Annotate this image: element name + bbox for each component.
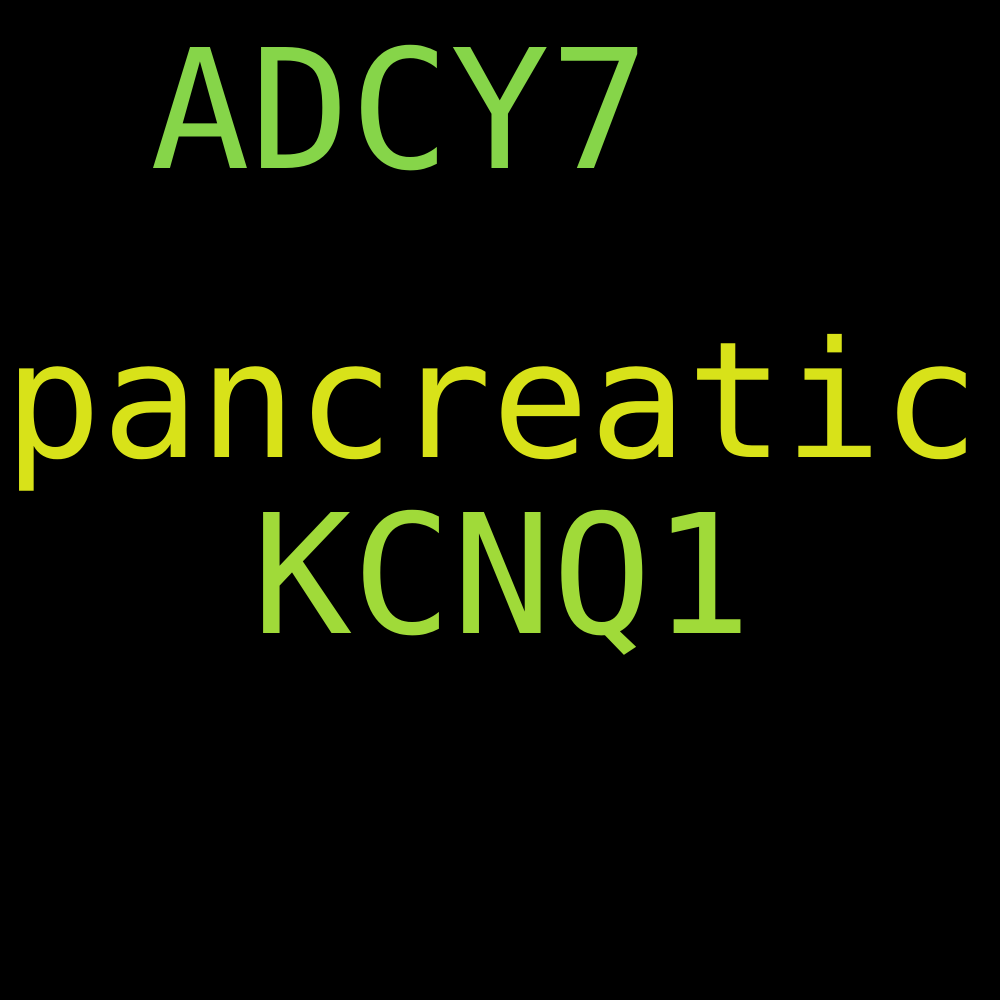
- word: KCNQ1: [252, 480, 752, 673]
- word: pancreatic: [4, 308, 979, 496]
- word: ADCY7: [150, 15, 650, 208]
